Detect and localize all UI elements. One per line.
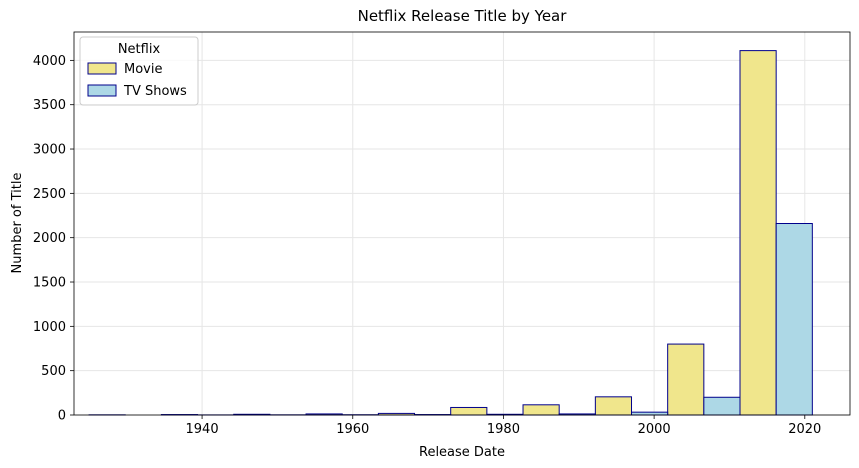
bar-movie [739,50,777,416]
y-axis-ticks: 0 500 1000 1500 2000 2500 3000 3500 4000 [33,54,74,424]
x-axis-ticks: 1940 1960 1980 2000 2020 [186,415,821,437]
y-axis-label: Number of Title [10,173,25,274]
bar-tv-shows [775,223,813,416]
y-tick-label: 4000 [33,54,66,69]
y-tick-label: 0 [58,409,66,424]
x-tick-label: 2000 [638,422,671,437]
x-tick-label: 1940 [186,422,219,437]
y-tick-label: 1500 [33,276,66,291]
bar-movie [450,406,488,416]
y-tick-label: 3500 [33,98,66,113]
bar-tv-shows [631,411,669,416]
legend-title: Netflix [118,42,161,57]
x-axis-label: Release Date [419,445,505,460]
legend-swatch-movie [87,62,117,75]
bar-tv-shows [703,396,741,416]
bar-movie [667,343,705,416]
bars [88,50,813,416]
legend: Netflix Movie TV Shows [79,36,199,106]
y-tick-label: 2500 [33,187,66,202]
plot-frame [73,31,851,416]
y-tick-label: 3000 [33,143,66,158]
legend-label-tv-shows: TV Shows [123,84,187,99]
y-tick-label: 1000 [33,320,66,335]
chart-title: Netflix Release Title by Year [358,7,568,25]
y-tick-label: 500 [41,364,66,379]
bar-movie [594,396,633,416]
legend-swatch-tv-shows [87,84,117,97]
x-tick-label: 1980 [487,422,520,437]
y-tick-label: 2000 [33,231,66,246]
bar-movie [522,404,560,416]
x-tick-label: 2020 [788,422,821,437]
x-tick-label: 1960 [336,422,369,437]
legend-label-movie: Movie [124,62,162,77]
